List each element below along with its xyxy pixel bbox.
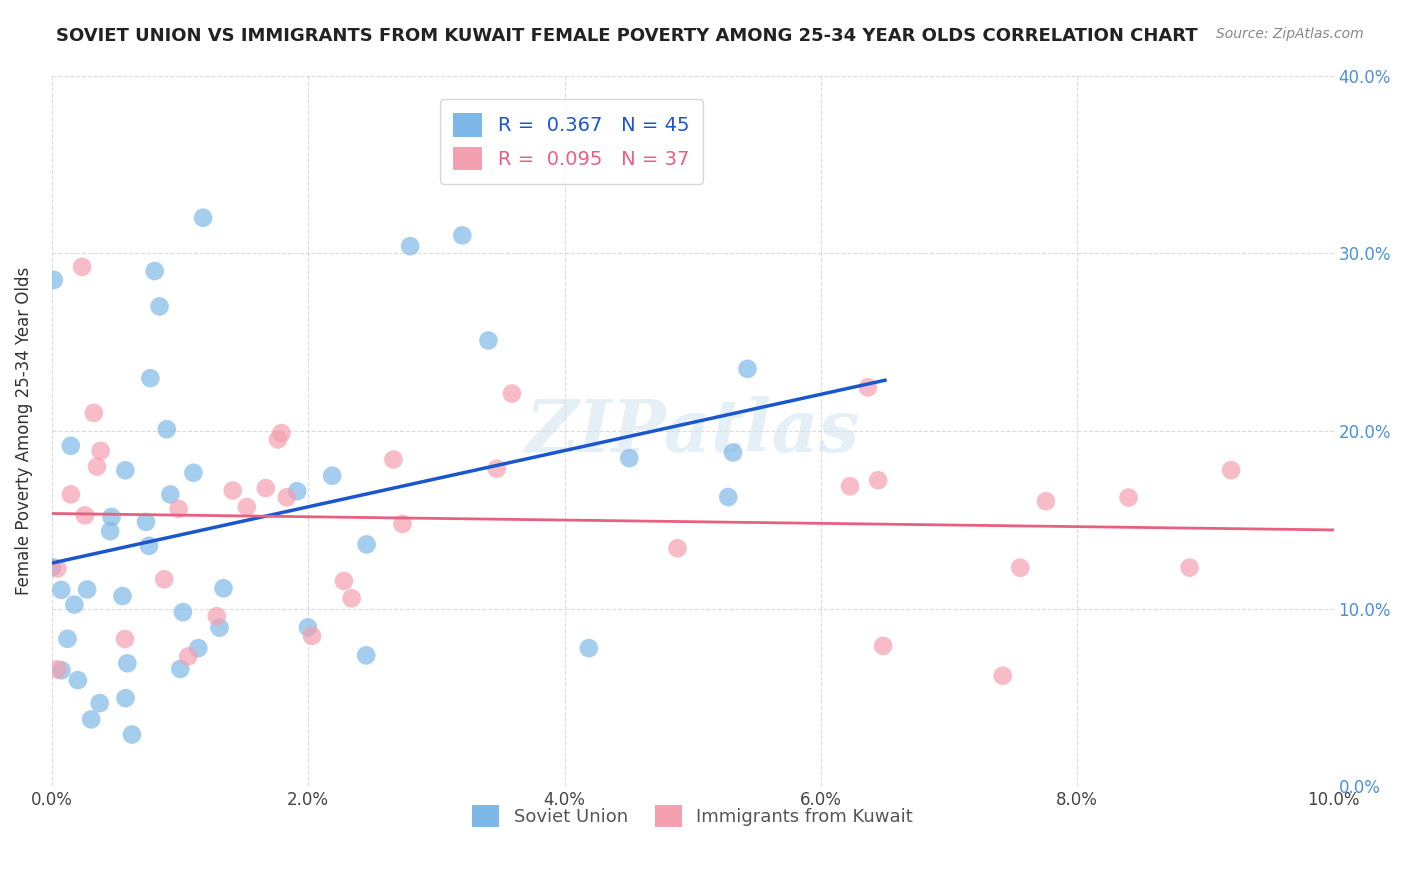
Soviet Union (721, 445, 744, 459)
Immigrants from Kuwait (666, 541, 689, 556)
Immigrants from Kuwait (270, 426, 292, 441)
Immigrants from Kuwait (236, 500, 259, 514)
Immigrants from Kuwait (1035, 494, 1057, 508)
Soviet Union (717, 490, 740, 504)
Immigrants from Kuwait (391, 516, 413, 531)
Immigrants from Kuwait (86, 459, 108, 474)
Immigrants from Kuwait (222, 483, 245, 498)
Soviet Union (191, 211, 214, 225)
Soviet Union (148, 300, 170, 314)
Soviet Union (143, 264, 166, 278)
Immigrants from Kuwait (70, 260, 93, 274)
Soviet Union (183, 466, 205, 480)
Soviet Union (41, 560, 63, 574)
Soviet Union (399, 239, 422, 253)
Soviet Union (139, 371, 162, 385)
Soviet Union (187, 641, 209, 656)
Immigrants from Kuwait (90, 443, 112, 458)
Immigrants from Kuwait (991, 668, 1014, 682)
Soviet Union (51, 582, 73, 597)
Immigrants from Kuwait (46, 561, 69, 575)
Soviet Union (619, 451, 641, 466)
Immigrants from Kuwait (501, 386, 523, 401)
Soviet Union (63, 598, 86, 612)
Immigrants from Kuwait (868, 473, 890, 487)
Immigrants from Kuwait (267, 433, 290, 447)
Immigrants from Kuwait (333, 574, 356, 588)
Immigrants from Kuwait (83, 406, 105, 420)
Immigrants from Kuwait (167, 501, 190, 516)
Immigrants from Kuwait (1010, 560, 1032, 574)
Soviet Union (578, 641, 600, 656)
Immigrants from Kuwait (382, 452, 405, 467)
Soviet Union (159, 487, 181, 501)
Soviet Union (80, 712, 103, 726)
Immigrants from Kuwait (177, 649, 200, 664)
Immigrants from Kuwait (276, 490, 298, 504)
Soviet Union (98, 524, 121, 539)
Immigrants from Kuwait (73, 508, 96, 523)
Immigrants from Kuwait (205, 609, 228, 624)
Y-axis label: Female Poverty Among 25-34 Year Olds: Female Poverty Among 25-34 Year Olds (15, 267, 32, 595)
Soviet Union (117, 657, 139, 671)
Soviet Union (477, 334, 499, 348)
Text: SOVIET UNION VS IMMIGRANTS FROM KUWAIT FEMALE POVERTY AMONG 25-34 YEAR OLDS CORR: SOVIET UNION VS IMMIGRANTS FROM KUWAIT F… (56, 27, 1198, 45)
Soviet Union (169, 662, 191, 676)
Soviet Union (121, 727, 143, 741)
Soviet Union (42, 273, 65, 287)
Soviet Union (212, 582, 235, 596)
Soviet Union (114, 463, 136, 477)
Soviet Union (76, 582, 98, 597)
Immigrants from Kuwait (485, 461, 508, 475)
Immigrants from Kuwait (856, 380, 879, 394)
Soviet Union (208, 621, 231, 635)
Text: ZIPatlas: ZIPatlas (526, 395, 859, 467)
Soviet Union (56, 632, 79, 646)
Immigrants from Kuwait (46, 662, 69, 676)
Immigrants from Kuwait (59, 487, 82, 501)
Immigrants from Kuwait (1220, 463, 1243, 477)
Soviet Union (100, 510, 122, 524)
Immigrants from Kuwait (254, 481, 277, 495)
Immigrants from Kuwait (1178, 560, 1201, 574)
Immigrants from Kuwait (839, 479, 862, 493)
Soviet Union (66, 673, 89, 687)
Immigrants from Kuwait (872, 639, 894, 653)
Soviet Union (138, 539, 160, 553)
Soviet Union (321, 468, 343, 483)
Soviet Union (737, 361, 759, 376)
Soviet Union (111, 589, 134, 603)
Text: Source: ZipAtlas.com: Source: ZipAtlas.com (1216, 27, 1364, 41)
Soviet Union (89, 696, 111, 710)
Soviet Union (172, 605, 194, 619)
Immigrants from Kuwait (153, 572, 176, 586)
Immigrants from Kuwait (1118, 491, 1140, 505)
Soviet Union (356, 537, 378, 551)
Soviet Union (156, 422, 179, 436)
Immigrants from Kuwait (114, 632, 136, 646)
Soviet Union (51, 663, 73, 677)
Soviet Union (59, 439, 82, 453)
Soviet Union (135, 515, 157, 529)
Soviet Union (114, 691, 136, 706)
Legend: Soviet Union, Immigrants from Kuwait: Soviet Union, Immigrants from Kuwait (465, 797, 921, 834)
Soviet Union (451, 228, 474, 243)
Soviet Union (285, 484, 308, 499)
Immigrants from Kuwait (301, 629, 323, 643)
Immigrants from Kuwait (340, 591, 363, 606)
Soviet Union (297, 620, 319, 634)
Soviet Union (354, 648, 377, 663)
